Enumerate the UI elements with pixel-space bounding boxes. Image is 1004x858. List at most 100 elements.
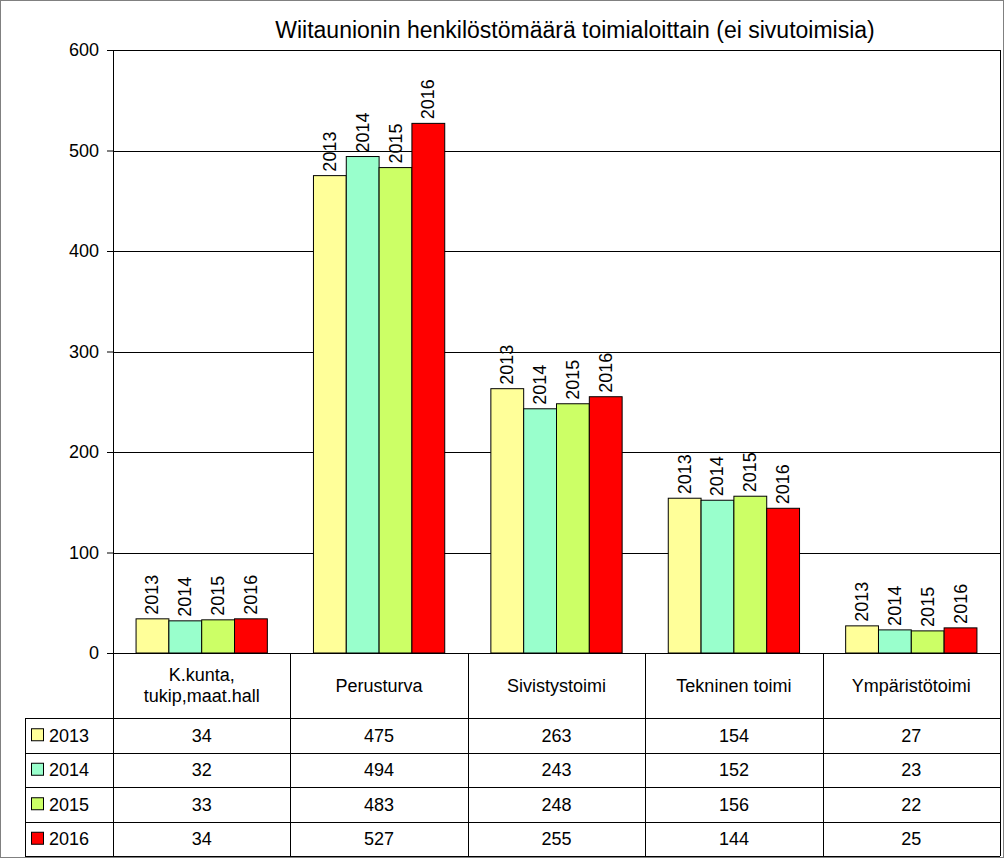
tick-label: 200 (69, 442, 99, 462)
table-value: 152 (719, 760, 749, 780)
series-label: 2014 (353, 112, 373, 152)
bar-series-labels: 2013201320132013201320142014201420142014… (142, 79, 970, 627)
legend-swatch (32, 798, 44, 810)
series-label: 2016 (241, 575, 261, 615)
axis-line (107, 51, 114, 654)
bar (491, 389, 524, 653)
series-label: 2014 (530, 365, 550, 405)
legend-label: 2013 (49, 726, 89, 746)
table-line (113, 653, 114, 856)
data-table: K.kunta,tukip,maat.hall Perusturva Sivisty… (25, 653, 1001, 857)
table-value: 156 (719, 795, 749, 815)
bar (668, 498, 701, 653)
series-label: 2016 (418, 79, 438, 119)
bar (589, 397, 622, 653)
series-label: 2014 (885, 586, 905, 626)
tick: 600 (69, 40, 113, 60)
table-value: 144 (719, 829, 749, 849)
tick: 0 (89, 643, 113, 663)
series-label: 2015 (740, 452, 760, 492)
legend-swatch (32, 763, 44, 775)
y-axis: 0 100 200 300 400 500 600 (69, 40, 114, 663)
tick-mark (107, 452, 113, 453)
tick-label: 0 (89, 643, 99, 663)
grid-line (113, 251, 1000, 252)
tick-mark (107, 553, 113, 554)
grid-line (113, 151, 1000, 152)
bar (202, 620, 235, 653)
table-value: 32 (192, 760, 212, 780)
table-value: 248 (541, 795, 571, 815)
series-label: 2013 (675, 454, 695, 494)
tick-label: 300 (69, 342, 99, 362)
bar (734, 496, 767, 653)
series-label: 2013 (852, 582, 872, 622)
bar (524, 409, 557, 653)
grid-line (113, 352, 1000, 353)
table-line (823, 653, 824, 856)
grid (113, 51, 1000, 654)
table-line (25, 822, 1000, 823)
legend-label: 2016 (49, 829, 89, 849)
legend-label: 2014 (49, 760, 89, 780)
tick-mark (107, 251, 113, 252)
plot-frame (114, 51, 1001, 654)
table-line (113, 653, 1000, 654)
series-label: 2013 (320, 132, 340, 172)
bar (379, 168, 412, 653)
bar (346, 157, 379, 653)
bar (136, 619, 169, 653)
table-value: 25 (901, 829, 921, 849)
tick: 200 (69, 442, 113, 462)
table-line (468, 653, 469, 856)
series-label: 2016 (951, 584, 971, 624)
category-label: Sivistystoimi (507, 676, 606, 696)
tick: 100 (69, 543, 113, 563)
table-line (25, 787, 1000, 788)
table-value: 494 (364, 760, 394, 780)
bar (767, 508, 800, 653)
bar (557, 404, 590, 653)
table-value: 34 (192, 726, 212, 746)
legend-label: 2015 (49, 795, 89, 815)
tick-label: 400 (69, 241, 99, 261)
series-label: 2014 (707, 456, 727, 496)
bar (846, 626, 879, 653)
bars (136, 123, 977, 653)
tick-label: 100 (69, 543, 99, 563)
series-label: 2016 (596, 353, 616, 393)
table-value: 154 (719, 726, 749, 746)
bar (878, 630, 911, 653)
category-label: K.kunta,tukip,maat.hall (144, 665, 260, 706)
table-line (25, 753, 1000, 754)
bar (313, 176, 346, 653)
bar (944, 628, 977, 653)
chart: Wiitaunionin henkilöstömäärä toimialoitt… (0, 0, 1004, 858)
table-value: 243 (541, 760, 571, 780)
table-value: 23 (901, 760, 921, 780)
table-line (645, 653, 646, 856)
series-label: 2014 (175, 577, 195, 617)
table-value: 263 (541, 726, 571, 746)
tick-mark (107, 50, 113, 51)
table-value: 483 (364, 795, 394, 815)
category-label: Perusturva (336, 676, 424, 696)
table-line (290, 653, 291, 856)
table-value: 475 (364, 726, 394, 746)
table-line (1000, 653, 1001, 856)
tick-mark (107, 653, 113, 654)
category-label: Ympäristötoimi (852, 676, 971, 696)
bar (169, 621, 202, 653)
bar (235, 619, 268, 653)
chart-title: Wiitaunionin henkilöstömäärä toimialoitt… (275, 17, 875, 43)
tick: 400 (69, 241, 113, 261)
bar (911, 631, 944, 653)
legend-swatch (32, 729, 44, 741)
table-value: 527 (364, 829, 394, 849)
tick-label: 600 (69, 40, 99, 60)
tick-mark (107, 352, 113, 353)
tick: 300 (69, 342, 113, 362)
series-label: 2015 (386, 124, 406, 164)
tick-label: 500 (69, 141, 99, 161)
table-value: 34 (192, 829, 212, 849)
